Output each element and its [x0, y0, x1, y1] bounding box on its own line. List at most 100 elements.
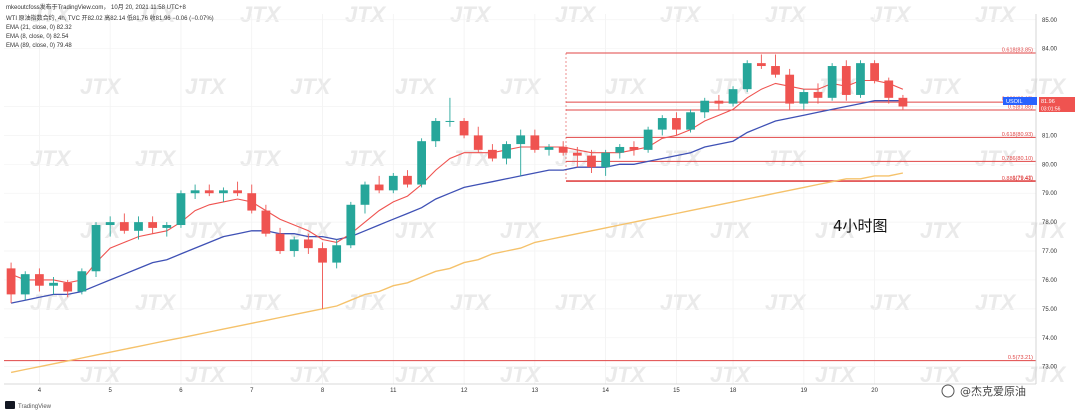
watermark-text: JTX — [500, 74, 542, 99]
candle — [403, 170, 412, 188]
candle — [841, 60, 851, 101]
watermark-text: JTX — [660, 146, 702, 171]
fib-levels: 0.618(83.85)0.382(82.15)0.5(81.88)0.618(… — [4, 48, 1036, 362]
candle — [20, 271, 30, 301]
y-tick-label: 75.00 — [1042, 307, 1058, 313]
candle — [502, 141, 511, 165]
candle — [771, 54, 780, 78]
candle-body — [360, 184, 370, 205]
candle — [346, 201, 356, 249]
candle — [77, 268, 87, 295]
ema8-legend: EMA (8, close, 0) 82.54 — [6, 34, 69, 40]
wechat-mark: @杰克爱原油 — [941, 384, 1026, 398]
watermark-text: JTX — [975, 290, 1017, 315]
tradingview-logo[interactable]: TradingView — [5, 401, 52, 410]
candle-body — [388, 175, 398, 191]
candle — [318, 242, 327, 309]
watermark-text: JTX — [765, 146, 807, 171]
candle — [134, 216, 143, 240]
watermark-text: JTX — [1025, 74, 1067, 99]
watermark-text: JTX — [605, 218, 647, 243]
y-tick-label: 76.00 — [1042, 278, 1058, 284]
candle-body — [261, 210, 271, 234]
candle — [417, 138, 426, 188]
watermark-text: JTX — [30, 146, 72, 171]
watermark-text: JTX — [605, 362, 647, 387]
x-tick-label: 15 — [673, 388, 680, 394]
candle — [91, 222, 101, 278]
candle — [219, 187, 228, 202]
watermark-text: JTX — [500, 362, 542, 387]
candle-body — [105, 222, 115, 226]
candle-body — [190, 190, 200, 194]
candle — [360, 181, 370, 214]
candle-body — [544, 146, 554, 150]
candle-body — [403, 175, 412, 185]
watermark-text: JTX — [870, 290, 912, 315]
ema-price-tag — [1003, 97, 1037, 105]
watermark-text: JTX — [240, 2, 282, 27]
candle-body — [657, 118, 667, 130]
x-tick-label: 18 — [730, 388, 737, 394]
candle — [488, 144, 497, 162]
candle-body — [303, 239, 313, 249]
candle — [35, 268, 44, 292]
candle-body — [572, 152, 582, 156]
candle-body — [35, 274, 44, 286]
fib-level-label: 0.886(79.41) — [1002, 176, 1033, 182]
candle-body — [459, 120, 469, 136]
candle-body — [629, 146, 639, 150]
candle — [374, 175, 384, 194]
candle — [728, 86, 738, 107]
candle — [657, 115, 667, 136]
watermark-text: JTX — [1025, 362, 1067, 387]
ema21-line — [10, 100, 903, 304]
candle — [148, 216, 158, 234]
candle — [261, 204, 271, 237]
candle — [303, 233, 313, 254]
watermark-text: JTX — [815, 362, 857, 387]
candle — [49, 277, 58, 295]
candle-body — [799, 92, 809, 104]
x-tick-label: 8 — [321, 388, 325, 394]
watermark-text: JTX — [185, 74, 227, 99]
candle — [686, 109, 695, 133]
watermark-text: JTX — [765, 2, 807, 27]
candle-body — [785, 74, 795, 104]
candle-body — [219, 190, 228, 194]
candle-body — [148, 222, 158, 228]
candle-body — [856, 63, 865, 95]
candle — [870, 60, 879, 84]
y-tick-label: 81.00 — [1042, 133, 1058, 139]
candle-body — [898, 97, 908, 107]
candle-body — [374, 184, 384, 191]
watermark-text: JTX — [395, 218, 437, 243]
watermark-text: JTX — [450, 2, 492, 27]
candle — [63, 279, 73, 298]
watermark-text: JTX — [395, 74, 437, 99]
candle-body — [686, 112, 695, 130]
y-tick-label: 84.00 — [1042, 47, 1058, 53]
candle — [884, 77, 894, 104]
candle — [233, 181, 242, 197]
watermark-text: JTX — [240, 290, 282, 315]
last-price-text: 81.96 — [1041, 99, 1055, 105]
candle — [204, 184, 214, 197]
candle-body — [827, 66, 837, 98]
candle — [516, 129, 526, 176]
watermark-text: JTX — [500, 218, 542, 243]
watermark-text: JTX — [80, 362, 122, 387]
candle-body — [643, 129, 653, 150]
watermark-text: JTX — [135, 2, 177, 27]
watermark-text: JTX — [920, 218, 962, 243]
watermark-text: JTX — [30, 2, 72, 27]
candle-body — [615, 146, 625, 153]
watermark-text: JTX — [345, 146, 387, 171]
candle — [572, 146, 582, 168]
candle-body — [473, 135, 483, 150]
candle — [544, 144, 554, 156]
watermark-text: JTX — [870, 2, 912, 27]
x-tick-label: 19 — [800, 388, 807, 394]
